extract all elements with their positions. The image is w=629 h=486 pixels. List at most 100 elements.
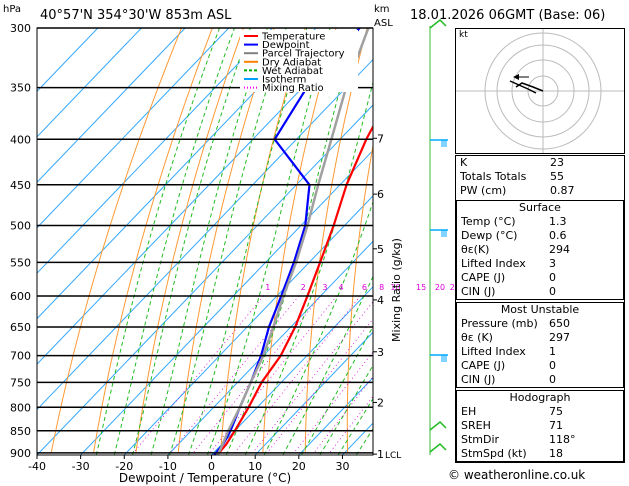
x-tick-label: 10: [248, 460, 262, 473]
isotherm: [254, 331, 373, 455]
x-tick-label: 0: [208, 460, 215, 473]
copyright: © weatheronline.co.uk: [448, 468, 586, 482]
lcl-label: LCL: [385, 451, 401, 461]
x-tick-label: -30: [72, 460, 90, 473]
pressure-tick-label: 600: [10, 290, 31, 303]
isotherm: [37, 28, 361, 365]
surface-row-label: θε(K): [461, 243, 490, 256]
surface-row-value: 0: [549, 271, 556, 284]
km-tick-label: 7: [377, 132, 384, 145]
legend-label: Wet Adiabat: [262, 66, 323, 77]
wet-adiabat: [263, 200, 373, 455]
pressure-tick-label: 400: [10, 133, 31, 146]
pressure-tick-label: 550: [10, 256, 31, 269]
hodograph-title: Hodograph: [509, 391, 571, 404]
wet-adiabat: [95, 28, 221, 455]
pressure-tick-label: 800: [10, 401, 31, 414]
mixing-ratio-label: 25: [450, 283, 460, 292]
wet-adiabat: [169, 28, 287, 455]
km-tick-label: 5: [377, 243, 384, 256]
isotherm: [37, 28, 142, 138]
isotherm: [37, 58, 373, 411]
tt-label: Totals Totals: [460, 170, 527, 183]
isotherm: [80, 149, 373, 455]
mu-row: Lifted Index 1: [457, 345, 623, 359]
hodograph-section: Hodograph EH 75 SREH 71 StmDir 118° StmSpd (kt…: [456, 390, 624, 462]
surface-row-value: 0: [549, 285, 556, 298]
surface-row: θε(K) 294: [457, 243, 623, 257]
hodo-row: SREH 71: [457, 419, 623, 433]
km-tick-label: 1: [377, 448, 384, 461]
asl-unit: ASL: [374, 18, 393, 29]
hodo-row-value: 118°: [549, 433, 576, 446]
pw-value: 0.87: [550, 184, 575, 197]
legend-label: Parcel Trajectory: [262, 49, 345, 60]
km-tick-label: 4: [377, 294, 384, 307]
isotherm: [37, 28, 186, 183]
pressure-tick-label: 850: [10, 425, 31, 438]
dry-adiabat: [93, 28, 213, 453]
tt-value: 55: [550, 170, 564, 183]
mixing-ratio-label: 6: [362, 283, 367, 292]
mixing-ratio-label: 10: [390, 283, 400, 292]
dry-adiabat: [50, 28, 182, 453]
hodo-row-value: 71: [549, 419, 563, 432]
km-tick-label: 6: [377, 188, 384, 201]
legend-label: Dry Adiabat: [262, 57, 321, 68]
surface-row: Temp (°C) 1.3: [457, 215, 623, 229]
x-tick-label: -10: [159, 460, 177, 473]
wind-barbs: [429, 18, 448, 455]
mu-row-value: 297: [549, 331, 570, 344]
wet-adiabat: [113, 28, 235, 455]
hodo-row-label: EH: [461, 405, 477, 418]
legend-label: Temperature: [261, 32, 325, 43]
pressure-tick-label: 750: [10, 376, 31, 389]
series-temperature: [216, 124, 373, 455]
pressure-tick-label: 350: [10, 82, 31, 95]
pressure-tick-label: 500: [10, 220, 31, 233]
surface-row-label: CIN (J): [461, 285, 496, 298]
wet-adiabat: [244, 80, 373, 455]
most-unstable-title: Most Unstable: [500, 303, 580, 316]
hpa-unit: hPa: [3, 4, 21, 15]
mu-row-label: θε (K): [461, 331, 493, 344]
mu-row-value: 0: [549, 359, 556, 372]
surface-row: Lifted Index 3: [457, 257, 623, 271]
mixing-ratio-line: [133, 295, 264, 454]
mixing-ratio-label: 3: [322, 283, 327, 292]
mixing-ratio-label: 15: [416, 283, 426, 292]
plot-frame: [36, 27, 374, 456]
location-title: 40°57'N 354°30'W 853m ASL: [40, 8, 232, 23]
hodo-row: EH 75: [457, 405, 623, 419]
datetime-title: 18.01.2026 06GMT (Base: 06): [410, 8, 605, 23]
mixing-ratio-label: 2: [301, 283, 306, 292]
pressure-tick-label: 450: [10, 179, 31, 192]
mixing-ratio-label: 4: [338, 283, 343, 292]
km-tick-label: 2: [377, 396, 384, 409]
x-tick-label: -40: [28, 460, 46, 473]
wet-adiabat: [150, 28, 268, 455]
mu-row: Pressure (mb) 650: [457, 317, 623, 331]
x-tick-label: -20: [115, 460, 133, 473]
mu-row-label: Pressure (mb): [461, 317, 538, 330]
wet-adiabat: [188, 28, 308, 455]
dry-adiabat: [135, 28, 244, 453]
isotherm: [298, 377, 373, 455]
surface-row-label: Temp (°C): [461, 215, 516, 228]
indices-table: K 23 Totals Totals 55 PW (cm) 0.87 Surface …: [455, 155, 625, 463]
surface-row-value: 0.6: [549, 229, 567, 242]
mu-row: CIN (J) 0: [457, 373, 623, 387]
k-label: K: [460, 156, 468, 169]
hodo-row: StmSpd (kt) 18: [457, 447, 623, 461]
surface-row-value: 3: [549, 257, 556, 270]
wet-adiabat: [301, 325, 373, 455]
isotherm: [37, 28, 230, 229]
x-axis-label: Dewpoint / Temperature (°C): [119, 471, 291, 485]
x-tick-label: 20: [292, 460, 306, 473]
hodo-row-label: StmDir: [461, 433, 500, 446]
surface-row: Dewp (°C) 0.6: [457, 229, 623, 243]
isotherm: [37, 28, 317, 320]
surface-section: Surface Temp (°C) 1.3 Dewp (°C) 0.6 θε(K) 294…: [456, 200, 624, 300]
isotherm: [211, 286, 373, 455]
